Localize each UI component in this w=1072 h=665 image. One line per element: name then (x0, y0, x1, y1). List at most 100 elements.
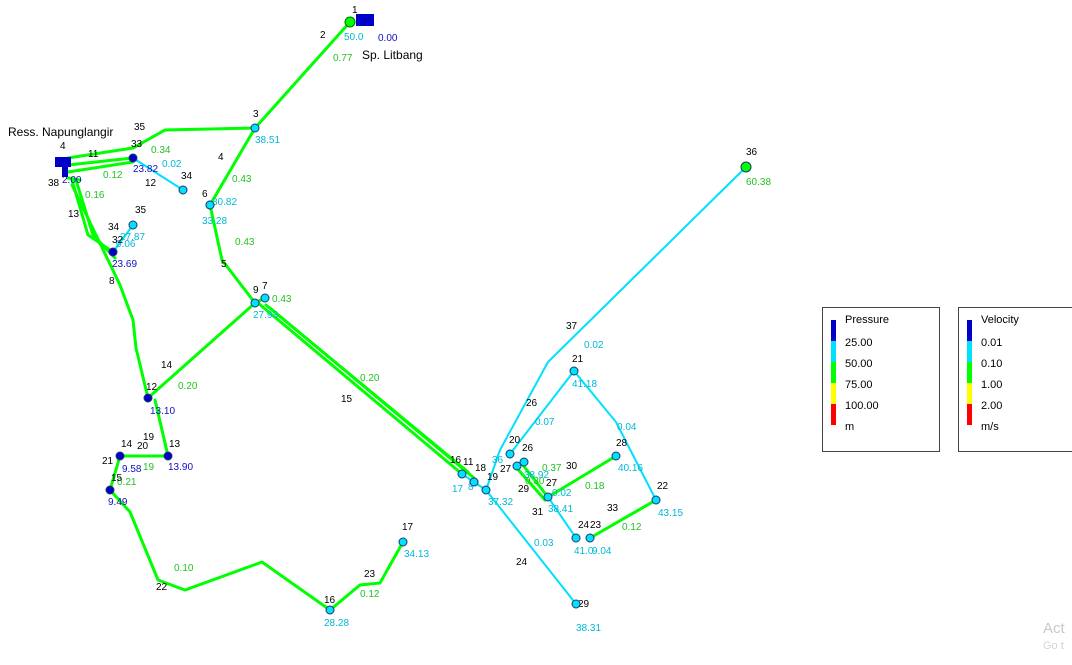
node-36-small: 36 (492, 455, 504, 466)
junction-20-marker[interactable] (505, 449, 515, 459)
pipe-26[interactable] (509, 370, 575, 455)
junction-9-pressure: 27.93 (253, 310, 278, 321)
velocity-entry-4: 2.00 (981, 400, 1003, 412)
junction-19-marker[interactable] (481, 485, 491, 495)
pipe-13b[interactable] (74, 178, 117, 260)
junction-27-marker[interactable] (543, 492, 553, 502)
pipe-id-20: 20 (137, 441, 149, 452)
pipe-11b[interactable] (66, 160, 135, 174)
pipe-27[interactable] (520, 462, 550, 499)
pipe-14[interactable] (146, 301, 257, 400)
junction-27-mid-marker[interactable] (512, 461, 522, 471)
pipe-id-14: 14 (161, 360, 173, 371)
pipe-34[interactable] (132, 157, 184, 191)
junction-9-marker[interactable] (250, 298, 260, 308)
pressure-entry-2: 50.00 (845, 358, 873, 370)
junction-12-marker[interactable] (143, 393, 153, 403)
activate-watermark-sub: Go t (1043, 640, 1064, 652)
junction-28-marker[interactable] (611, 451, 621, 461)
junction-34-marker[interactable] (178, 185, 188, 195)
pipe-velocity-31: 0.02 (552, 488, 572, 499)
pipe-15[interactable] (256, 301, 464, 476)
velocity-legend-title: Velocity (981, 314, 1019, 326)
pipe-velocity-22: 0.10 (174, 563, 194, 574)
velocity-legend[interactable]: Velocity 0.01 0.10 1.00 2.00 m/s (958, 307, 1072, 452)
pipe-12[interactable] (66, 176, 82, 182)
junction-29-marker[interactable] (571, 599, 581, 609)
pipe-2[interactable] (253, 20, 352, 130)
tank-value: 0.00 (378, 33, 398, 44)
junction-16-id: 16 (324, 595, 336, 606)
pressure-legend[interactable]: Pressure 25.00 50.00 75.00 100.00 m (822, 307, 940, 452)
pipe-id-8: 8 (109, 276, 115, 287)
junction-33-marker[interactable] (128, 153, 138, 163)
junction-13-pressure: 13.90 (168, 462, 193, 473)
junction-3-id: 3 (253, 109, 259, 120)
pipe-29[interactable] (513, 464, 547, 502)
reservoir-napunglangir[interactable] (55, 157, 71, 177)
pipe-id-19: 19 (143, 432, 155, 443)
pipe-21[interactable] (108, 454, 122, 492)
pipe-30[interactable] (546, 454, 618, 499)
junction-7-marker[interactable] (260, 293, 270, 303)
velocity-bar-1 (967, 320, 972, 341)
pipe-22[interactable] (108, 488, 332, 612)
junction-16b-marker[interactable] (457, 469, 467, 479)
pipe-velocity-27: 0.37 (542, 463, 562, 474)
pipe-id-11: 11 (88, 149, 99, 160)
junction-26-marker[interactable] (519, 457, 529, 467)
junction-3-marker[interactable] (250, 123, 260, 133)
junction-33-id: 33 (131, 139, 143, 150)
pipe-35[interactable] (66, 126, 257, 160)
pipe-id-34: 34 (108, 222, 120, 233)
pipe-4[interactable] (208, 126, 257, 207)
pipe-15c[interactable] (268, 306, 476, 480)
junction-12-pressure: 13.10 (150, 406, 175, 417)
junction-18-marker[interactable] (469, 477, 479, 487)
junction-27-pressure: 38.41 (548, 504, 573, 515)
node-21-label-left: 21 (102, 456, 114, 467)
node-38-label: 38 (48, 178, 60, 189)
junction-1-id: 1 (352, 5, 358, 16)
pipe-11[interactable] (66, 156, 135, 167)
pipe-32[interactable] (112, 224, 134, 253)
junction-14-marker[interactable] (115, 451, 125, 461)
junction-17-marker[interactable] (398, 537, 408, 547)
pipe-24[interactable] (485, 489, 577, 605)
junction-21-marker[interactable] (569, 366, 579, 376)
junction-16-marker[interactable] (325, 605, 335, 615)
junction-24-id: 24 (578, 520, 590, 531)
pipe-23[interactable] (328, 540, 405, 612)
pipe-31[interactable] (547, 496, 577, 539)
velocity-unit: m/s (981, 421, 999, 433)
pipe-33[interactable] (588, 498, 658, 540)
pipe-28[interactable] (573, 370, 657, 501)
junction-24-marker[interactable] (571, 533, 581, 543)
pressure-entry-1: 25.00 (845, 337, 873, 349)
junction-13-marker[interactable] (163, 451, 173, 461)
junction-6-id: 6 (202, 189, 208, 200)
pipe-id-29: 29 (518, 484, 530, 495)
junction-23-id: 23 (590, 520, 602, 531)
junction-23-marker[interactable] (585, 533, 595, 543)
tank-label: Sp. Litbang (362, 48, 423, 62)
pipe-37[interactable] (485, 166, 747, 491)
junction-36-id: 36 (746, 147, 758, 158)
junction-15-marker[interactable] (105, 485, 115, 495)
junction-22-marker[interactable] (651, 495, 661, 505)
pipe-19[interactable] (153, 398, 170, 458)
pipe-8[interactable] (70, 183, 150, 400)
pipe-5[interactable] (208, 203, 257, 305)
junction-32-id: 32 (112, 235, 124, 246)
junction-35-marker[interactable] (128, 220, 138, 230)
junction-36-marker[interactable] (740, 161, 752, 173)
pipe-velocity-32: 0.06 (116, 239, 136, 250)
junction-32-marker[interactable] (108, 247, 118, 257)
velocity-entry-1: 0.01 (981, 337, 1003, 349)
junction-29-id: 29 (578, 599, 590, 610)
velocity-bar-3 (967, 362, 972, 383)
junction-6b-marker[interactable] (205, 200, 215, 210)
pipe-velocity-26: 0.07 (535, 417, 555, 428)
tank-litbang[interactable] (344, 14, 374, 28)
